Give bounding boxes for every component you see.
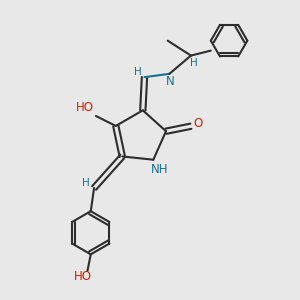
Text: H: H xyxy=(134,67,142,77)
Text: O: O xyxy=(194,117,203,130)
Text: H: H xyxy=(190,58,197,68)
Text: HO: HO xyxy=(76,101,94,114)
Text: N: N xyxy=(166,75,175,88)
Text: HO: HO xyxy=(74,270,92,284)
Text: NH: NH xyxy=(151,163,169,176)
Text: H: H xyxy=(82,178,90,188)
